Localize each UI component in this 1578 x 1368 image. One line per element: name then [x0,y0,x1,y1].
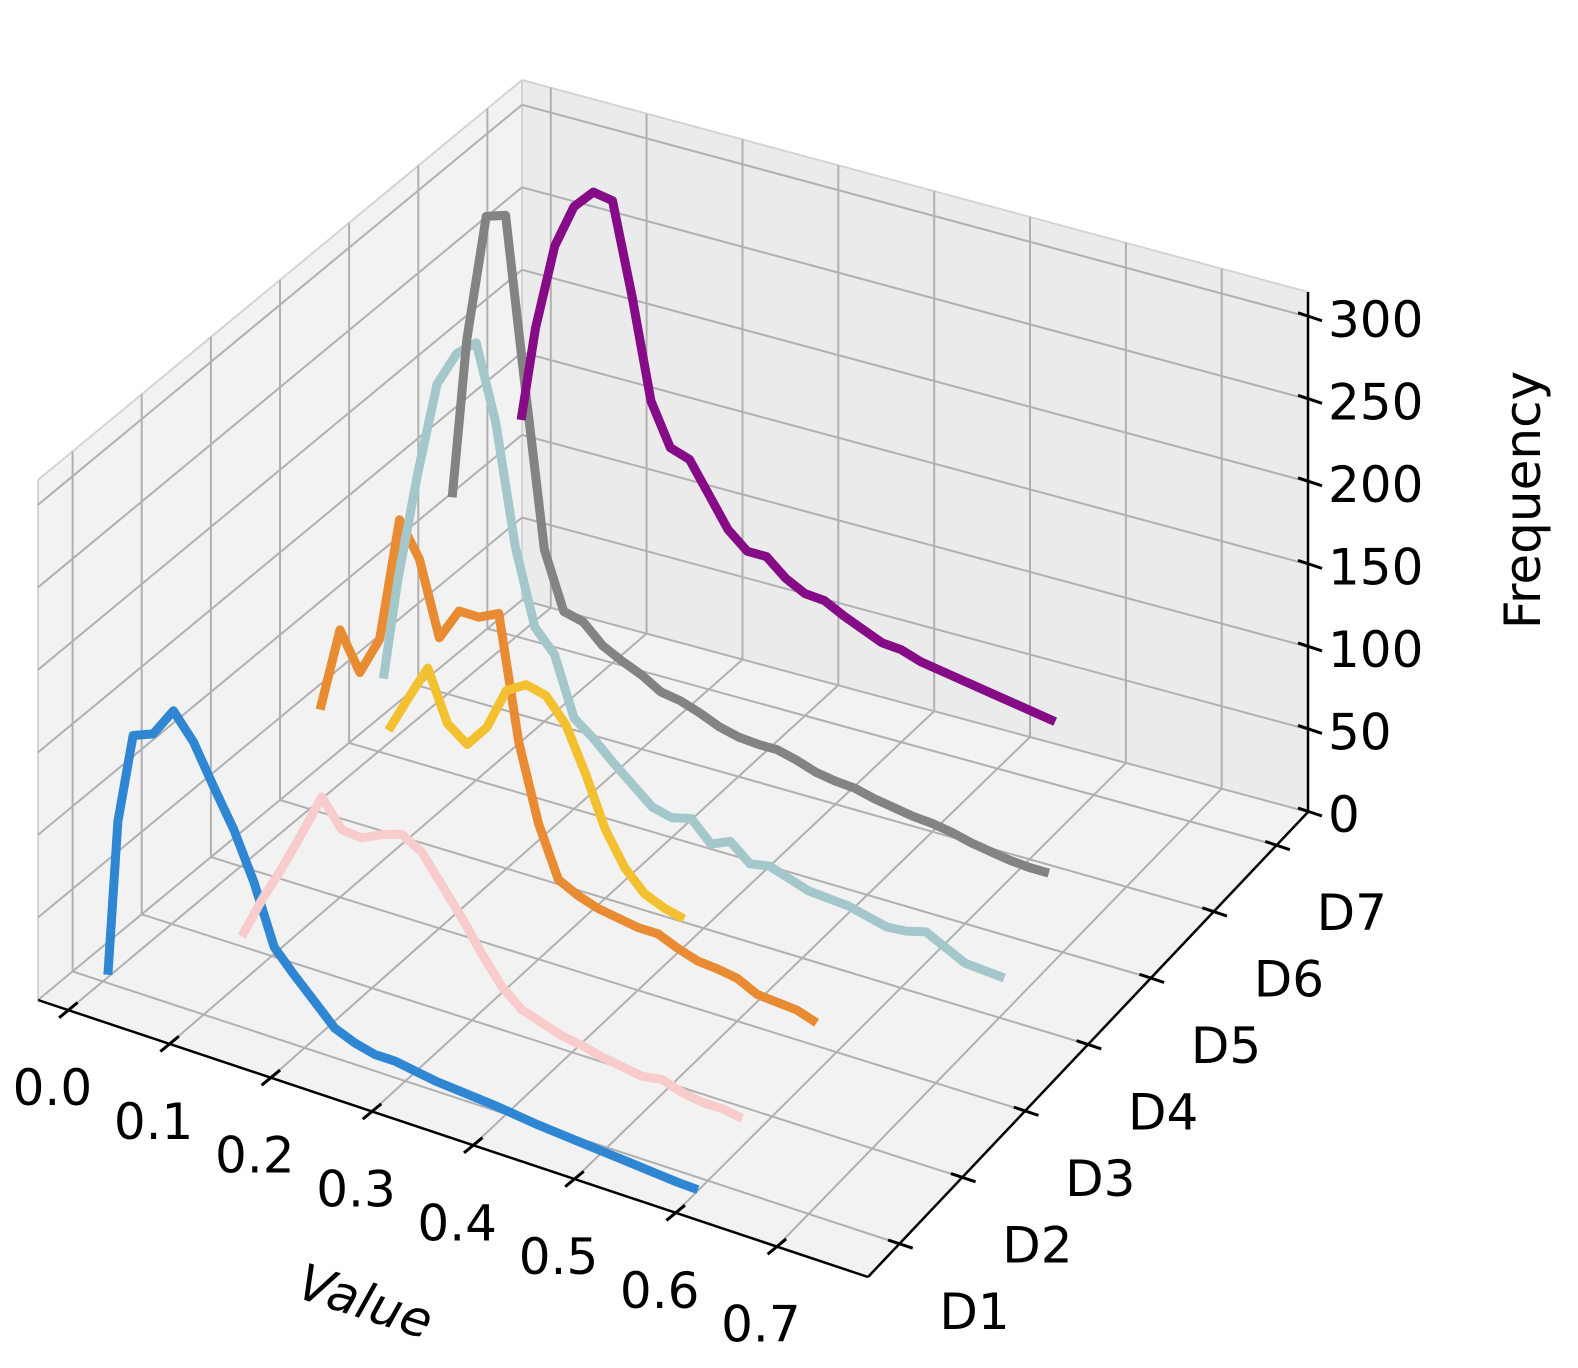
category-tick [1076,1039,1102,1051]
category-tick-label: D7 [1317,884,1387,942]
gridline [521,433,1309,648]
category-tick-label: D4 [1128,1084,1198,1142]
z-tick-label: 0 [1328,786,1360,844]
gridline [37,104,523,506]
x-tick-label: 0.7 [721,1296,801,1354]
category-tick-label: D5 [1191,1017,1261,1075]
category-tick [1264,839,1291,852]
category-tick-label: D3 [1065,1150,1135,1208]
gridline [37,351,523,754]
series-line-d5 [378,338,1006,983]
gridline [521,268,1309,483]
x-axis-label: Value [291,1253,440,1351]
x-tick-label: 0.2 [215,1127,295,1185]
gridline [521,186,1309,401]
x-tick [463,1136,484,1155]
gridline [72,970,900,1245]
series-line-d1 [103,706,700,1194]
z-tick [1297,641,1323,653]
z-tick-label: 200 [1328,456,1423,514]
z-tick-label: 150 [1328,538,1423,596]
gridline [418,684,1214,913]
x-tick-label: 0.3 [316,1161,396,1219]
x-tick [58,1001,79,1019]
x-tick [361,1102,383,1121]
x-tick [766,1237,788,1256]
tick-labels: 0.0 0.1 0.2 0.3 0.4 0.5 0.6 0.7 D1 D2 D3 D4 D5 D6 D7 0 5… [13,291,1424,1354]
x-tick-label: 0.0 [13,1059,93,1117]
series-line-d7 [516,187,1058,726]
series-line-d3 [315,515,820,1027]
category-tick-label: D1 [939,1283,1009,1341]
category-tick [1138,972,1165,984]
z-tick-label: 50 [1328,704,1392,762]
z-tick [1297,806,1323,818]
gridline [487,627,1277,847]
z-tick [1297,558,1323,570]
category-tick-label: D6 [1254,951,1324,1009]
x-tick-label: 0.5 [519,1228,599,1286]
gridline [210,856,1026,1112]
series-line-d4 [384,663,687,923]
x-tick [564,1170,585,1188]
x-tick [159,1035,180,1053]
gridline [521,599,1309,813]
series-line-d6 [447,210,1051,878]
gridline [521,103,1309,318]
floor-pane [38,600,1308,1277]
gridline [37,186,523,589]
z-tick-label: 100 [1328,621,1423,679]
axes [37,292,1323,1279]
z-axis-label: Frequency [1494,371,1552,629]
category-tick [1201,906,1228,918]
z-tick [1297,311,1323,323]
x-tick [260,1068,282,1087]
category-tick [950,1172,977,1184]
x-tick-label: 0.1 [114,1093,194,1151]
gridline [37,269,523,671]
category-tick [1013,1105,1039,1117]
z-tick-label: 250 [1328,373,1423,431]
pane-edge [521,79,1309,293]
series-lines [103,187,1058,1194]
series-line-d2 [237,792,745,1123]
z-tick-label: 300 [1328,291,1423,349]
x-tick [665,1204,686,1222]
z-tick [1297,724,1323,735]
x-tick-label: 0.4 [417,1194,497,1252]
gridline [37,434,523,836]
gridline [521,516,1309,731]
gridline [37,599,523,1001]
x-tick-label: 0.6 [620,1262,700,1320]
z-tick [1297,476,1323,488]
category-tick [887,1238,914,1250]
z-tick [1297,393,1323,405]
x-axis-line [37,998,869,1279]
category-tick-label: D2 [1002,1216,1072,1274]
